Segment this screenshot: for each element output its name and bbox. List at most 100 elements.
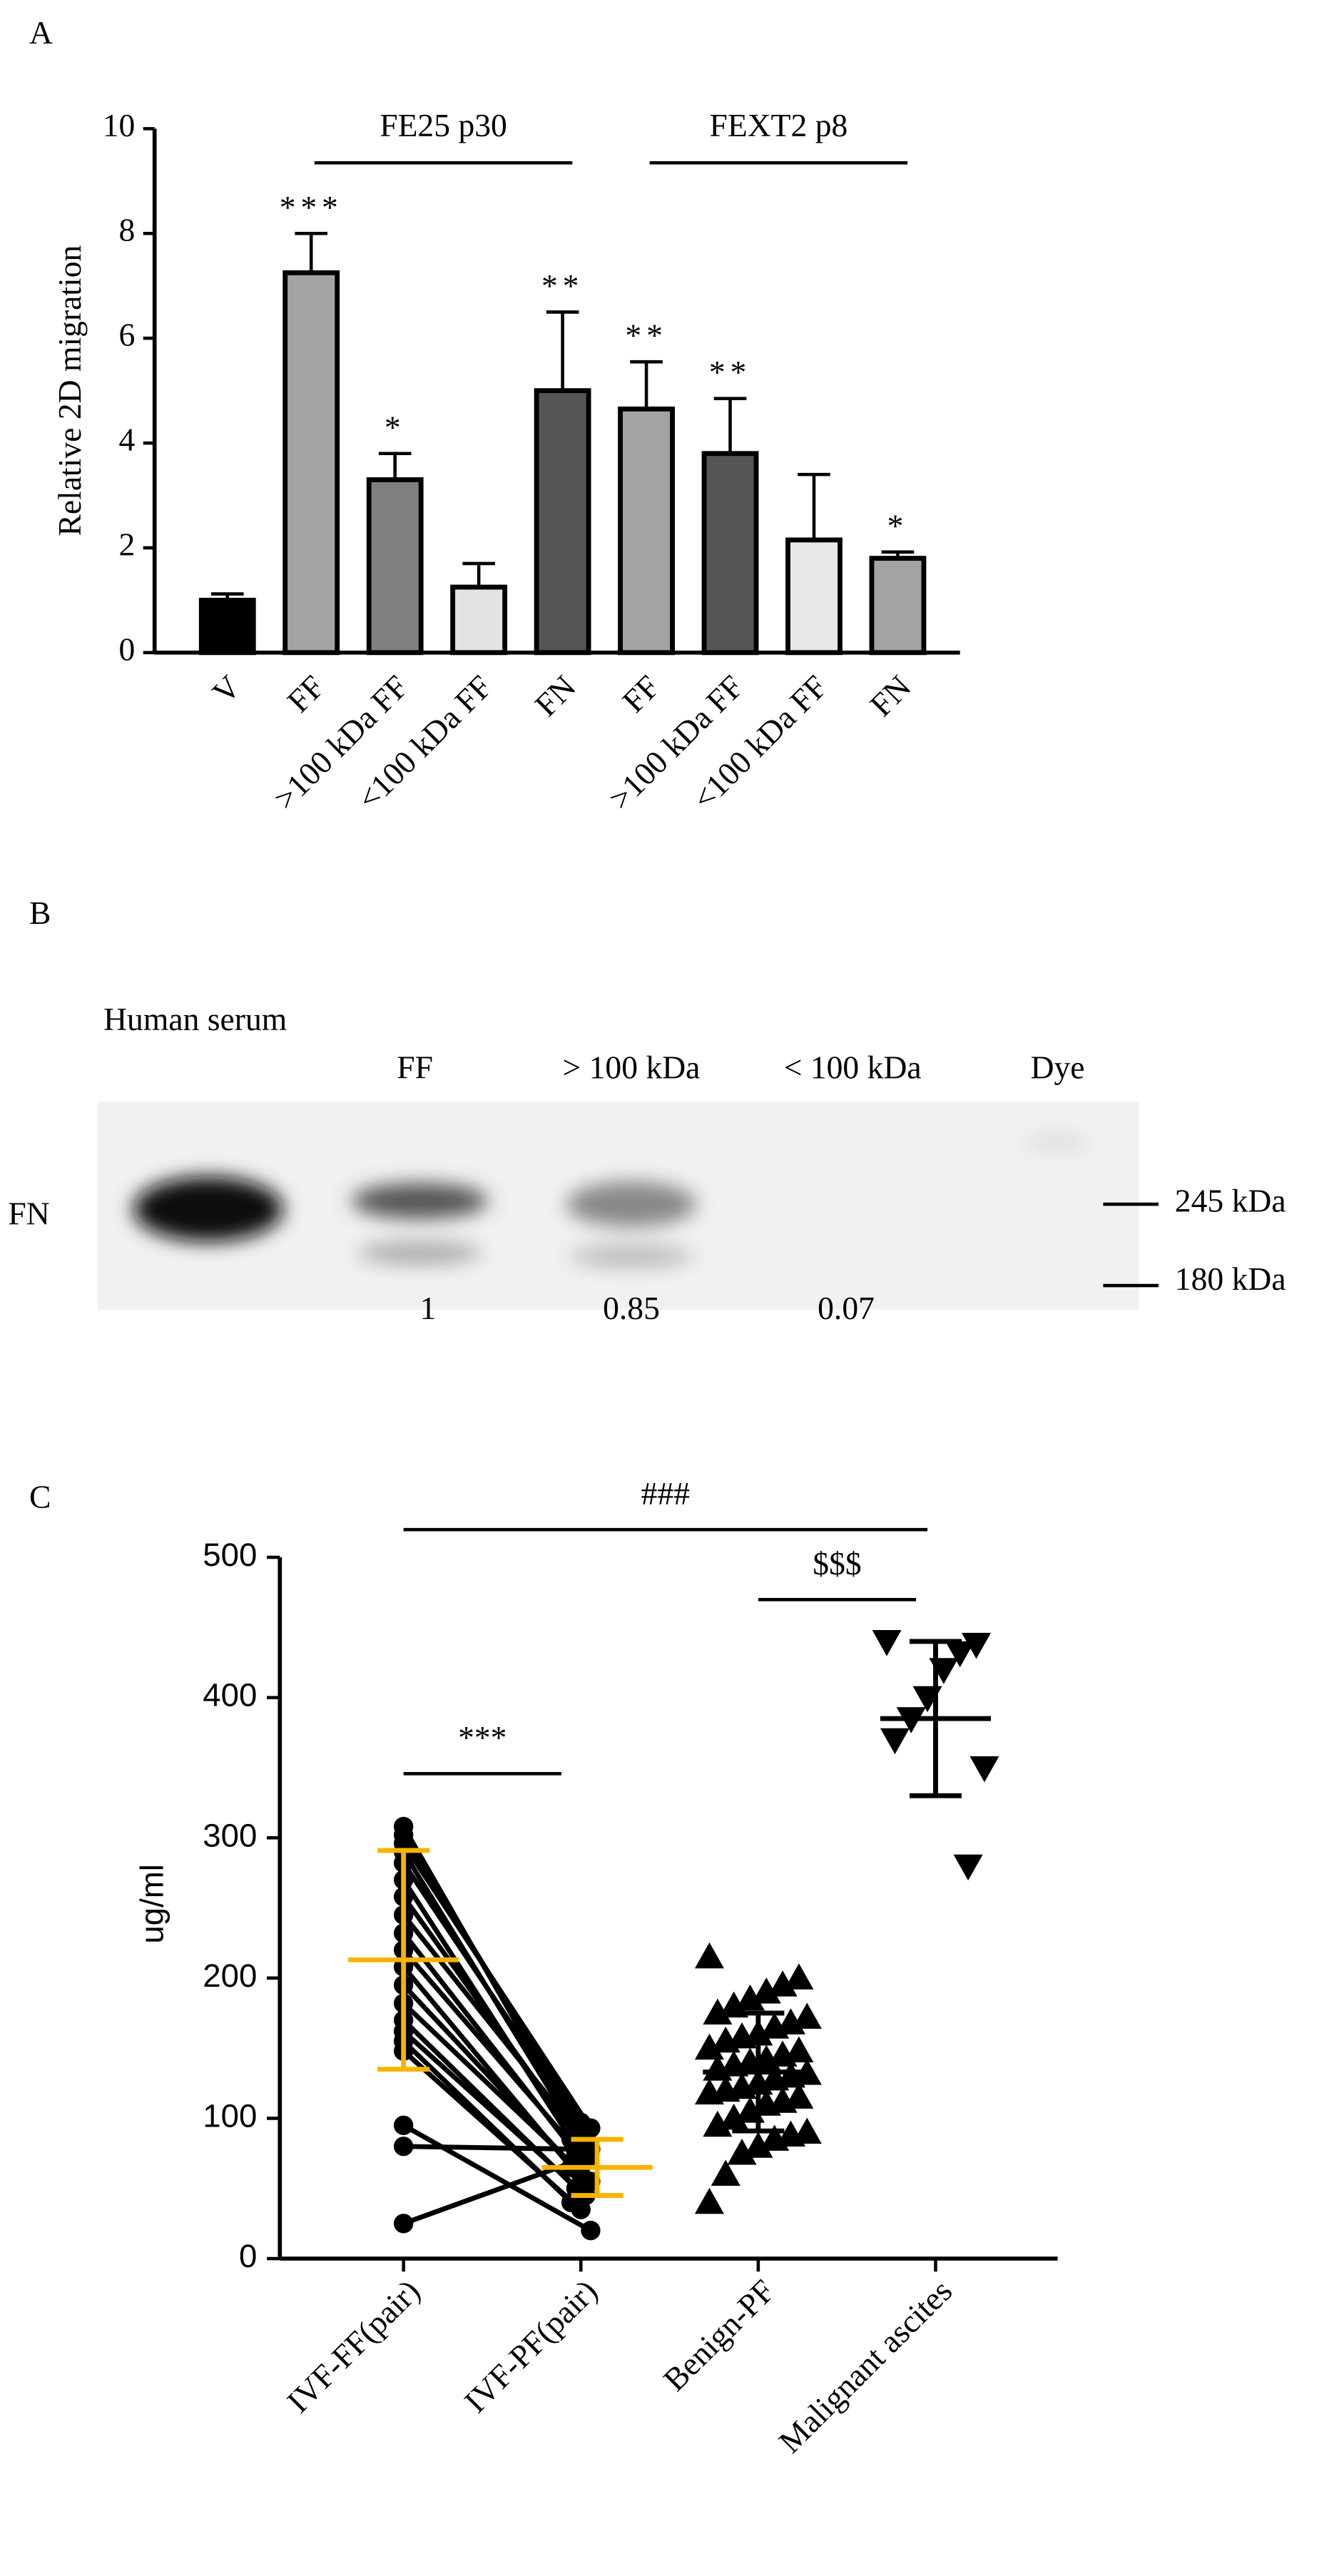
y-tick-label: 400 bbox=[203, 1677, 257, 1714]
point bbox=[775, 2120, 806, 2147]
point bbox=[792, 2002, 822, 2029]
point bbox=[760, 2064, 790, 2091]
point bbox=[694, 1942, 724, 1969]
bracket-label: *** bbox=[458, 1719, 506, 1756]
point bbox=[727, 2022, 757, 2049]
bar bbox=[282, 270, 340, 656]
pair-line bbox=[402, 1948, 588, 2162]
point bbox=[393, 2214, 414, 2234]
point bbox=[743, 2132, 773, 2158]
panel-label: C bbox=[29, 1479, 51, 1515]
pair-line bbox=[401, 1913, 593, 2151]
point bbox=[784, 1963, 814, 1990]
y-tick-label: 8 bbox=[118, 212, 135, 248]
bar bbox=[869, 556, 927, 656]
blot-bands bbox=[133, 1134, 1091, 1268]
bar bbox=[534, 388, 591, 656]
quantification: 0.85 bbox=[603, 1290, 660, 1326]
bar bbox=[450, 584, 508, 656]
bar bbox=[785, 537, 842, 656]
y-tick-label: 10 bbox=[103, 107, 136, 143]
point bbox=[711, 2159, 740, 2186]
panel-label: B bbox=[29, 895, 51, 931]
point bbox=[703, 2110, 733, 2137]
point bbox=[703, 1998, 733, 2025]
y-tick-label: 0 bbox=[239, 2238, 257, 2274]
point bbox=[393, 2115, 414, 2135]
quantification: 1 bbox=[419, 1290, 436, 1326]
significance: *** bbox=[280, 189, 343, 225]
point bbox=[768, 1970, 798, 1997]
row-label: FN bbox=[8, 1196, 49, 1232]
point bbox=[872, 1629, 902, 1656]
point bbox=[694, 2078, 724, 2105]
pair-line bbox=[401, 1842, 593, 2130]
point bbox=[393, 2137, 414, 2157]
point bbox=[953, 1854, 983, 1881]
point bbox=[711, 2026, 740, 2053]
lane-label-wrap: Human serum bbox=[103, 1002, 287, 1039]
bar bbox=[366, 477, 424, 656]
point bbox=[694, 2187, 724, 2214]
group-label: FEXT2 p8 bbox=[709, 107, 847, 143]
y-tick-label: 2 bbox=[118, 526, 135, 562]
x-tick-label: Benign-PF bbox=[656, 2273, 782, 2398]
quantification: 0.07 bbox=[818, 1290, 875, 1326]
point bbox=[735, 1984, 765, 2011]
pair-line bbox=[401, 1861, 588, 2137]
y-tick-label: 100 bbox=[203, 2097, 257, 2134]
point bbox=[945, 1641, 975, 1668]
x-tick-label: IVF-FF(pair) bbox=[280, 2273, 427, 2420]
y-tick-label: 300 bbox=[203, 1817, 257, 1853]
panel-label: A bbox=[29, 14, 53, 51]
pair-line bbox=[402, 2001, 593, 2184]
pair-line bbox=[402, 2123, 592, 2233]
y-tick-label: 6 bbox=[118, 317, 135, 353]
y-axis-label: Relative 2D migration bbox=[51, 245, 88, 536]
point bbox=[571, 2199, 591, 2219]
point bbox=[969, 1756, 999, 1783]
bracket-label: ### bbox=[641, 1475, 690, 1512]
x-tick-label: FN bbox=[527, 668, 582, 723]
lane-label: Human serum bbox=[103, 1002, 287, 1039]
point bbox=[760, 2012, 790, 2039]
significance: * bbox=[887, 507, 909, 544]
lane-label: FF bbox=[397, 1049, 433, 1085]
point bbox=[768, 2040, 798, 2067]
x-tick-label: Malignant ascites bbox=[772, 2273, 959, 2460]
pair-line bbox=[402, 2049, 583, 2211]
point bbox=[775, 2008, 806, 2035]
x-tick-label: FN bbox=[862, 668, 917, 723]
x-tick-label: V bbox=[205, 668, 248, 711]
point bbox=[760, 2124, 790, 2151]
lane-label: < 100 kDa bbox=[784, 1049, 922, 1085]
marker-label: 180 kDa bbox=[1175, 1261, 1286, 1297]
bar bbox=[701, 451, 759, 656]
y-tick-label: 500 bbox=[203, 1537, 257, 1573]
bracket-label: $$$ bbox=[813, 1545, 861, 1582]
y-axis-label: ug/ml bbox=[134, 1864, 170, 1944]
point bbox=[784, 2036, 814, 2063]
marker-label: 245 kDa bbox=[1175, 1183, 1286, 1219]
point bbox=[576, 2147, 596, 2168]
point bbox=[961, 1632, 992, 1659]
y-tick-label: 0 bbox=[118, 631, 135, 667]
significance: ** bbox=[541, 268, 584, 304]
point bbox=[751, 1977, 781, 2004]
pair-line bbox=[403, 2144, 576, 2152]
point bbox=[727, 2139, 757, 2165]
point bbox=[581, 2221, 601, 2241]
x-tick-label: IVF-PF(pair) bbox=[457, 2273, 604, 2420]
point bbox=[880, 1728, 910, 1755]
point bbox=[784, 2082, 814, 2109]
y-tick-label: 200 bbox=[203, 1958, 257, 1994]
bar bbox=[618, 406, 675, 656]
x-tick-label: FF bbox=[615, 668, 666, 720]
point bbox=[719, 2103, 749, 2130]
significance: ** bbox=[625, 317, 667, 354]
significance: * bbox=[385, 409, 406, 445]
point bbox=[694, 2033, 724, 2060]
group-label: FE25 p30 bbox=[380, 107, 507, 143]
lane-label: > 100 kDa bbox=[563, 1049, 701, 1085]
